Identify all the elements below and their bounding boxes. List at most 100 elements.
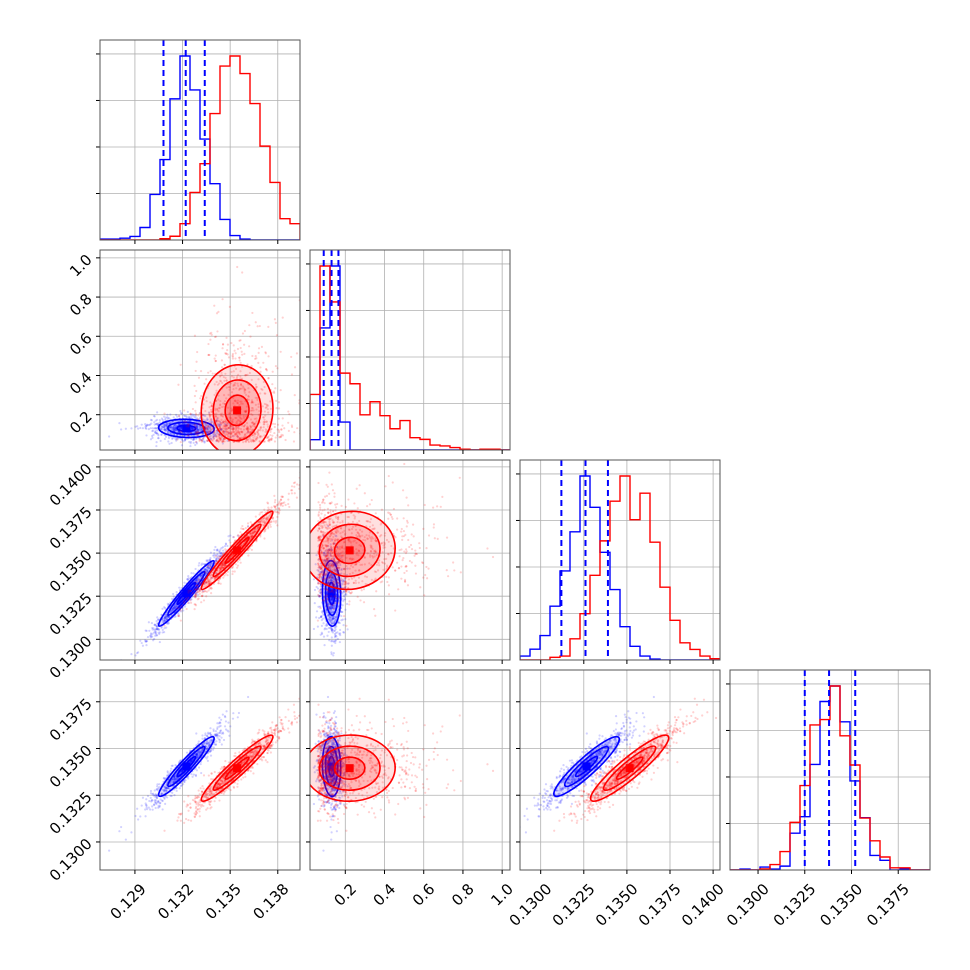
scatter-point xyxy=(237,384,240,387)
scatter-point xyxy=(251,421,254,424)
scatter-point xyxy=(342,590,345,593)
scatter-point xyxy=(179,411,183,415)
scatter-point xyxy=(272,520,276,523)
scatter-point xyxy=(245,409,248,412)
scatter-point xyxy=(247,387,250,390)
scatter-point xyxy=(220,418,223,421)
scatter-point xyxy=(184,438,187,441)
scatter-point xyxy=(215,435,218,439)
scatter-point xyxy=(225,430,229,433)
scatter-point xyxy=(296,427,299,430)
scatter-point xyxy=(206,428,209,431)
scatter-point xyxy=(458,476,461,479)
scatter-point xyxy=(213,556,216,559)
scatter-point xyxy=(186,434,189,437)
scatter-point xyxy=(152,429,155,432)
scatter-point xyxy=(161,628,164,632)
scatter-point xyxy=(194,567,197,571)
scatter-point xyxy=(287,492,290,495)
scatter-point xyxy=(210,587,213,590)
scatter-point xyxy=(164,606,167,610)
scatter-point xyxy=(214,434,217,437)
scatter-point xyxy=(205,400,208,403)
scatter-point xyxy=(200,439,204,442)
scatter-point xyxy=(246,522,250,525)
scatter-point xyxy=(224,429,227,432)
scatter-point xyxy=(203,590,206,593)
scatter-point xyxy=(216,408,219,412)
panel-content xyxy=(120,471,300,660)
scatter-point xyxy=(193,384,196,387)
scatter-point xyxy=(445,569,448,572)
scatter-point xyxy=(320,592,323,595)
scatter-point xyxy=(218,425,221,428)
scatter-point xyxy=(207,428,210,431)
scatter-point xyxy=(238,339,241,342)
scatter-point xyxy=(204,409,207,413)
scatter-point xyxy=(247,554,250,557)
scatter-point xyxy=(222,430,225,434)
scatter-point xyxy=(237,427,241,430)
scatter-point xyxy=(183,605,187,608)
scatter-point xyxy=(160,425,163,428)
scatter-point xyxy=(190,426,193,430)
scatter-point xyxy=(224,426,228,429)
scatter-point xyxy=(153,415,156,418)
scatter-point xyxy=(214,435,218,438)
scatter-point xyxy=(220,440,224,443)
scatter-point xyxy=(222,431,225,435)
scatter-point xyxy=(227,356,231,359)
scatter-point xyxy=(165,424,168,427)
scatter-point xyxy=(200,440,203,443)
scatter-point xyxy=(258,513,261,516)
scatter-point xyxy=(223,426,226,429)
scatter-point xyxy=(222,424,225,428)
scatter-point xyxy=(214,415,218,418)
scatter-point xyxy=(212,431,216,434)
scatter-point xyxy=(214,415,217,418)
scatter-point xyxy=(199,438,203,441)
scatter-point xyxy=(158,632,161,636)
scatter-point xyxy=(219,374,222,377)
scatter-point xyxy=(214,335,218,338)
scatter-point xyxy=(319,606,322,610)
scatter-point xyxy=(263,418,266,421)
scatter-point xyxy=(169,421,172,424)
scatter-point xyxy=(220,359,224,362)
scatter-point xyxy=(232,376,235,379)
scatter-point xyxy=(213,393,216,396)
scatter-point xyxy=(195,430,198,433)
scatter-point xyxy=(209,370,212,373)
scatter-point xyxy=(222,576,225,579)
scatter-point xyxy=(204,426,207,430)
scatter-point xyxy=(259,434,262,438)
scatter-point xyxy=(259,535,262,538)
scatter-point xyxy=(196,428,200,431)
scatter-point xyxy=(155,423,158,426)
scatter-point xyxy=(278,436,281,439)
scatter-point xyxy=(278,509,281,512)
scatter-point xyxy=(200,394,203,398)
scatter-point xyxy=(250,412,253,416)
scatter-point xyxy=(239,375,242,378)
scatter-point xyxy=(158,419,161,422)
scatter-point xyxy=(208,436,211,439)
scatter-point xyxy=(209,428,213,431)
scatter-point xyxy=(250,440,253,443)
scatter-point xyxy=(209,401,212,404)
scatter-point xyxy=(210,419,213,422)
scatter-point xyxy=(277,417,280,420)
density-peak-series-1 xyxy=(233,406,242,415)
panel-content xyxy=(100,40,300,240)
scatter-point xyxy=(196,430,199,433)
scatter-point xyxy=(233,383,236,387)
scatter-point xyxy=(333,595,336,598)
scatter-point xyxy=(238,356,241,359)
scatter-point xyxy=(392,507,396,511)
scatter-point xyxy=(235,421,238,424)
scatter-point xyxy=(265,404,269,407)
scatter-point xyxy=(206,564,210,568)
scatter-point xyxy=(222,549,225,552)
scatter-point xyxy=(247,437,250,441)
scatter-point xyxy=(195,417,199,420)
